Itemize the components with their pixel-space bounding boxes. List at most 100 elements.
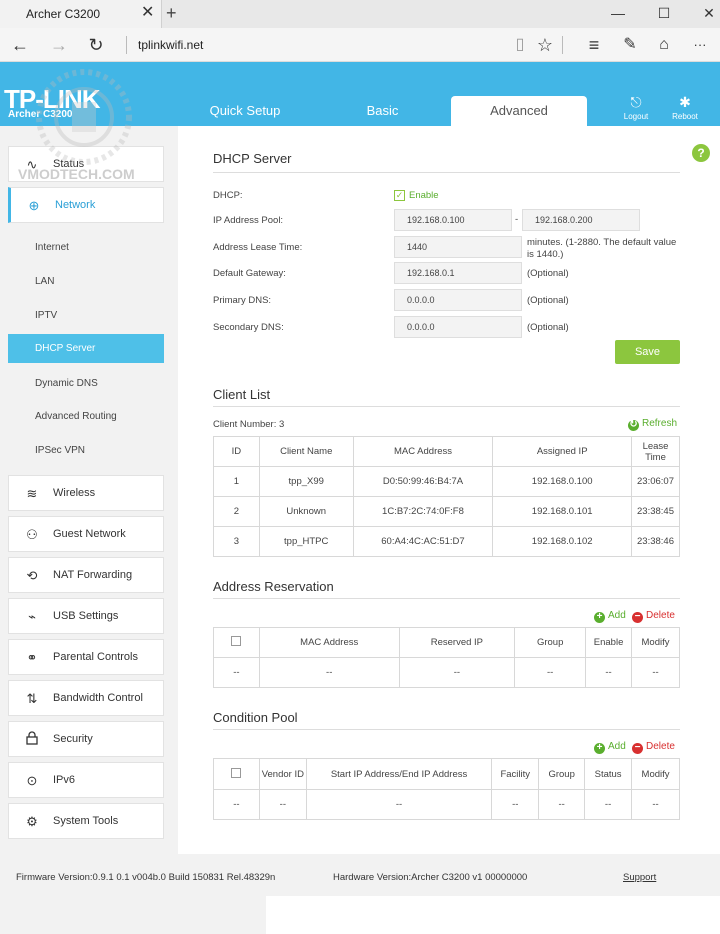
cell-id: 2	[213, 496, 260, 527]
add-reservation-button[interactable]: + Add	[594, 610, 626, 623]
sidebar-item-wireless[interactable]: ≋ Wireless	[8, 475, 164, 511]
cell-mac: D0:50:99:46:B4:7A	[352, 466, 494, 497]
column-header: MAC Address	[258, 627, 400, 658]
logout-button[interactable]: ⎋ Logout	[616, 94, 656, 121]
lease-time-input[interactable]: 1440	[394, 236, 522, 258]
forward-icon[interactable]: →	[50, 35, 68, 55]
tab-title: Archer C3200	[26, 7, 101, 21]
cell-empty: --	[258, 657, 400, 688]
address-bar[interactable]: tplinkwifi.net	[138, 38, 204, 52]
refresh-icon[interactable]: ↻	[88, 35, 104, 55]
refresh-label: Refresh	[642, 418, 678, 429]
delete-icon: −	[632, 743, 643, 754]
cell-empty: --	[631, 657, 680, 688]
usb-icon: ⌁	[28, 609, 36, 624]
bandwidth-icon: ⇅	[26, 691, 38, 706]
maximize-icon[interactable]: ☐	[657, 5, 671, 21]
favorite-star-icon[interactable]: ☆	[536, 35, 554, 55]
cell-client-name: tpp_X99	[258, 466, 354, 497]
optional-note: (Optional)	[527, 268, 569, 279]
sidebar-item-guest-network[interactable]: ⚇ Guest Network	[8, 516, 164, 552]
submenu-iptv[interactable]: IPTV	[35, 310, 58, 321]
logout-icon: ⎋	[630, 94, 642, 110]
delete-reservation-button[interactable]: − Delete	[632, 610, 675, 623]
submenu-lan[interactable]: LAN	[35, 276, 55, 287]
cell-empty: --	[491, 789, 540, 820]
add-label: Add	[608, 610, 626, 621]
globe-icon: ⊕	[28, 198, 40, 213]
client-list-title: Client List	[213, 387, 271, 402]
sidebar-item-usb-settings[interactable]: ⌁ USB Settings	[8, 598, 164, 634]
router-header: TP-LINK Archer C3200 Quick Setup Basic A…	[0, 62, 720, 126]
help-icon[interactable]: ?	[692, 144, 710, 162]
cell-mac: 60:A4:4C:AC:51:D7	[352, 526, 494, 557]
sidebar-item-status[interactable]: ∿ Status	[8, 146, 164, 182]
window-close-icon[interactable]: ✕	[703, 5, 715, 21]
add-condition-button[interactable]: + Add	[594, 741, 626, 754]
ipv6-icon: ⊙	[26, 773, 38, 788]
browser-toolbar: ← → ↻ tplinkwifi.net ▯ ☆ ≡ ✎ ⌂ ···	[0, 28, 720, 62]
share-icon[interactable]: ⌂	[659, 36, 669, 53]
address-reservation-title: Address Reservation	[213, 579, 334, 594]
submenu-dhcp-server[interactable]: DHCP Server	[8, 334, 164, 363]
cell-lease: 23:38:45	[631, 496, 680, 527]
browser-tab[interactable]: Archer C3200 ✕	[0, 0, 162, 28]
sidebar-item-label: Network	[55, 199, 96, 211]
pool-start-input[interactable]: 192.168.0.100	[394, 209, 512, 231]
tab-quick-setup[interactable]: Quick Setup	[209, 103, 281, 118]
cell-empty: --	[538, 789, 586, 820]
cell-client-name: tpp_HTPC	[258, 526, 354, 557]
tab-advanced[interactable]: Advanced	[451, 96, 587, 126]
pool-dash: -	[515, 214, 519, 225]
select-all-checkbox[interactable]	[213, 758, 260, 790]
dhcp-label: DHCP:	[213, 190, 243, 201]
sidebar-item-label: Security	[53, 733, 93, 745]
new-tab-icon[interactable]: +	[166, 3, 177, 23]
cell-lease: 23:06:07	[631, 466, 680, 497]
cell-empty: --	[584, 789, 633, 820]
close-tab-icon[interactable]: ✕	[141, 4, 155, 21]
submenu-dynamic-dns[interactable]: Dynamic DNS	[35, 378, 98, 389]
sidebar-item-security[interactable]: Security	[8, 721, 164, 757]
table-row: 2 Unknown 1C:B7:2C:74:0F:F8 192.168.0.10…	[213, 496, 680, 527]
submenu-internet[interactable]: Internet	[35, 242, 69, 253]
delete-condition-button[interactable]: − Delete	[632, 741, 675, 754]
delete-label: Delete	[646, 741, 675, 752]
save-button[interactable]: Save	[615, 340, 680, 364]
sidebar-item-label: Wireless	[53, 487, 96, 499]
column-header: Status	[584, 758, 633, 790]
sidebar-item-parental-controls[interactable]: ⚭ Parental Controls	[8, 639, 164, 675]
logout-label: Logout	[623, 112, 649, 121]
secondary-dns-input[interactable]: 0.0.0.0	[394, 316, 522, 338]
column-header: Modify	[631, 627, 680, 658]
reading-view-icon[interactable]: ▯	[515, 36, 525, 53]
dhcp-server-title: DHCP Server	[213, 151, 292, 166]
sidebar-item-system-tools[interactable]: ⚙ System Tools	[8, 803, 164, 839]
web-note-icon[interactable]: ✎	[623, 36, 637, 53]
reboot-button[interactable]: ✱ Reboot	[665, 94, 705, 121]
enable-checkbox[interactable]: ✓	[394, 190, 405, 201]
column-header: Group	[514, 627, 587, 658]
submenu-ipsec-vpn[interactable]: IPSec VPN	[35, 445, 86, 456]
cell-empty: --	[514, 657, 587, 688]
submenu-advanced-routing[interactable]: Advanced Routing	[35, 411, 117, 422]
default-gateway-input[interactable]: 192.168.0.1	[394, 262, 522, 284]
refresh-button[interactable]: ↻ Refresh	[628, 418, 677, 431]
primary-dns-input[interactable]: 0.0.0.0	[394, 289, 522, 311]
model-name: Archer C3200	[8, 109, 73, 120]
sidebar-item-network[interactable]: ⊕ Network	[8, 187, 164, 223]
sidebar-item-nat-forwarding[interactable]: ⟲ NAT Forwarding	[8, 557, 164, 593]
cell-id: 1	[213, 466, 260, 497]
minimize-icon[interactable]: —	[611, 5, 625, 21]
more-icon[interactable]: ···	[693, 37, 707, 52]
select-all-checkbox[interactable]	[213, 627, 260, 658]
hub-icon[interactable]: ≡	[588, 35, 600, 55]
column-header: Modify	[631, 758, 680, 790]
tab-basic[interactable]: Basic	[366, 103, 399, 118]
back-icon[interactable]: ←	[11, 35, 29, 55]
sidebar-item-ipv6[interactable]: ⊙ IPv6	[8, 762, 164, 798]
support-link[interactable]: Support	[623, 872, 657, 883]
pool-end-input[interactable]: 192.168.0.200	[522, 209, 640, 231]
sidebar-item-bandwidth-control[interactable]: ⇅ Bandwidth Control	[8, 680, 164, 716]
condition-pool-table: Vendor ID Start IP Address/End IP Addres…	[213, 758, 680, 820]
